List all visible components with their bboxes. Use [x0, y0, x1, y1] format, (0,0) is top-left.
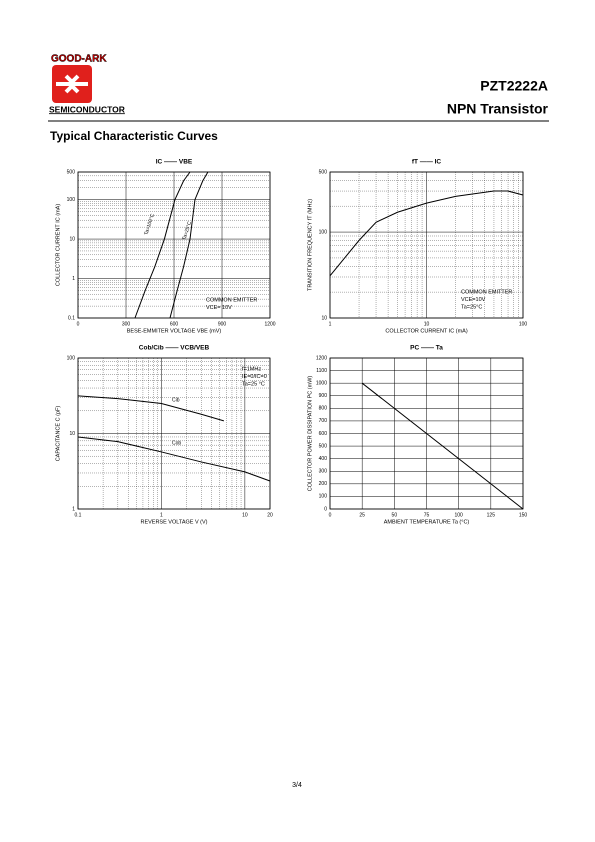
- chart: 0 25 50 75 100 125 150 0 100 200 300 400 500 600 700 80…: [307, 345, 527, 526]
- x-tick-label: 1200: [264, 321, 275, 327]
- x-tick-label: 125: [487, 512, 496, 518]
- x-tick-label: 75: [424, 512, 430, 518]
- curve: [77, 436, 271, 482]
- y-tick-label: 100: [67, 355, 76, 361]
- curve: [77, 395, 225, 422]
- y-tick-label: 900: [319, 393, 328, 399]
- y-tick-label: 10: [321, 315, 327, 321]
- logo-symbol: [56, 74, 88, 94]
- x-axis-label: COLLECTOR CURRENT IC (mA): [385, 328, 467, 334]
- y-tick-label: 200: [319, 481, 328, 487]
- logo-bottom: SEMICONDUCTOR: [49, 104, 125, 114]
- y-tick-label: 0.1: [68, 315, 75, 321]
- y-tick-label: 500: [67, 169, 76, 175]
- chart-title: PC —— Ta: [410, 345, 443, 352]
- x-axis-label: BESE-EMMITER VOLTAGE VBE (mV): [127, 328, 222, 334]
- y-axis-label: COLLECTOR CURRENT IC (mA): [55, 204, 61, 286]
- y-tick-label: 100: [319, 494, 328, 500]
- y-tick-label: 500: [319, 443, 328, 449]
- curve: [134, 171, 191, 319]
- chart: 0 300 600 900 1200 0.1 1 10 100 500 IC —— VBE BESE-…: [55, 159, 275, 335]
- y-tick-label: 1: [72, 276, 75, 282]
- x-tick-label: 10: [424, 321, 430, 327]
- annotation: IE=0/IC=0: [242, 374, 267, 380]
- x-tick-label: 0: [77, 321, 80, 327]
- x-tick-label: 1: [329, 321, 332, 327]
- plot-frame: [329, 171, 524, 319]
- x-tick-label: 10: [242, 512, 248, 518]
- y-tick-label: 400: [319, 456, 328, 462]
- section-title: Typical Characteristic Curves: [50, 129, 218, 143]
- x-tick-label: 100: [454, 512, 463, 518]
- x-tick-label: 50: [392, 512, 398, 518]
- y-tick-label: 800: [319, 406, 328, 412]
- x-axis-label: REVERSE VOLTAGE V (V): [140, 519, 207, 525]
- description: NPN Transistor: [447, 101, 549, 117]
- page-number: 3/4: [292, 782, 302, 789]
- y-tick-label: 500: [319, 169, 328, 175]
- y-tick-label: 100: [67, 197, 76, 203]
- annotation: COMMON EMITTER: [461, 289, 512, 295]
- x-tick-label: 25: [359, 512, 365, 518]
- y-axis-label: CAPACITANCE C (pF): [55, 406, 61, 462]
- y-tick-label: 300: [319, 469, 328, 475]
- y-tick-label: 700: [319, 418, 328, 424]
- y-axis-label: TRANSITION FREQUENCY fT (MHz): [307, 199, 313, 291]
- annotation: Ta=25 °C: [242, 381, 265, 387]
- annotation: Ta=25°C: [461, 304, 482, 310]
- y-axis-label: COLLECTOR POWER DISSIPATION PC (mW): [307, 376, 313, 492]
- chart-title: fT —— IC: [412, 159, 442, 166]
- annotation: VCE=10V: [461, 297, 486, 303]
- y-tick-label: 10: [69, 431, 75, 437]
- y-tick-label: 1: [72, 506, 75, 512]
- annotation: f=1MHz: [242, 366, 261, 372]
- plot-frame: [77, 171, 271, 319]
- x-tick-label: 1: [160, 512, 163, 518]
- logo-top: GOOD-ARK: [51, 54, 107, 65]
- x-tick-label: 0: [329, 512, 332, 518]
- x-tick-label: 20: [267, 512, 273, 518]
- part-number: PZT2222A: [480, 78, 548, 94]
- plot-frame: [77, 357, 271, 510]
- y-tick-label: 10: [69, 236, 75, 242]
- x-tick-label: 100: [519, 321, 528, 327]
- y-tick-label: 1200: [316, 355, 327, 361]
- x-tick-label: 0.1: [75, 512, 82, 518]
- y-tick-label: 600: [319, 431, 328, 437]
- curve-label: Cob: [172, 440, 181, 446]
- plot-frame: [329, 357, 524, 510]
- chart-title: Cob/Cib —— VCB/VEB: [139, 345, 210, 352]
- curve: [361, 382, 524, 510]
- annotation: COMMON EMITTER: [206, 297, 257, 303]
- y-tick-label: 1100: [316, 368, 327, 374]
- y-tick-label: 0: [324, 506, 327, 512]
- x-tick-label: 300: [122, 321, 131, 327]
- y-tick-label: 1000: [316, 380, 327, 386]
- annotation: VCE= 10V: [206, 305, 232, 311]
- x-tick-label: 900: [218, 321, 227, 327]
- y-tick-label: 100: [319, 229, 328, 235]
- logo: GOOD-ARK SEMICONDUCTOR: [49, 53, 125, 114]
- curve-label: Cib: [172, 397, 180, 403]
- curve: [329, 190, 524, 277]
- curve: [169, 171, 209, 319]
- chart-title: IC —— VBE: [156, 159, 193, 166]
- curve-label: Ta=100°C: [143, 213, 156, 236]
- x-axis-label: AMBIENT TEMPERATURE Ta (°C): [384, 519, 470, 525]
- x-tick-label: 150: [519, 512, 528, 518]
- x-tick-label: 600: [170, 321, 179, 327]
- curve-label: Ta=25°C: [181, 220, 193, 241]
